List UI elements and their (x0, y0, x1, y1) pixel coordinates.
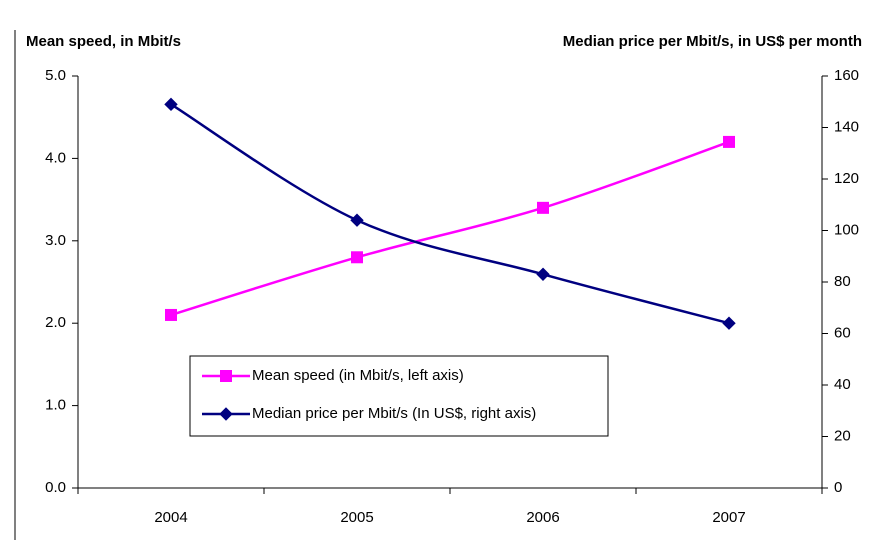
x-tick-label: 2005 (340, 509, 373, 526)
y2-tick-label: 80 (834, 273, 851, 290)
legend-label: Mean speed (in Mbit/s, left axis) (252, 367, 464, 384)
x-tick-label: 2006 (526, 509, 559, 526)
y-axis-title: Mean speed, in Mbit/s (26, 33, 181, 50)
series-line (170, 103, 730, 325)
x-tick-label: 2007 (712, 509, 745, 526)
y2-tick-label: 0 (834, 479, 842, 496)
series-marker (350, 213, 364, 227)
y-tick-label: 3.0 (45, 232, 66, 249)
series-marker (723, 135, 735, 148)
y2-tick-label: 20 (834, 427, 851, 444)
y2-tick-label: 140 (834, 118, 859, 135)
legend: Mean speed (in Mbit/s, left axis) Median … (189, 355, 609, 437)
y-tick-label: 0.0 (45, 479, 66, 496)
series-marker (351, 251, 363, 264)
y2-tick-label: 60 (834, 324, 851, 341)
legend-label: Median price per Mbit/s (In US$, right a… (252, 405, 536, 422)
y-tick-label: 1.0 (45, 397, 66, 414)
y2-tick-label: 120 (834, 170, 859, 187)
y-tick-label: 4.0 (45, 149, 66, 166)
legend-box (189, 355, 609, 437)
y2-tick-label: 160 (834, 67, 859, 84)
y2-tick-label: 40 (834, 376, 851, 393)
legend-marker (219, 407, 233, 421)
y-tick-label: 2.0 (45, 314, 66, 331)
y2-axis-title: Median price per Mbit/s, in US$ per mont… (563, 33, 862, 50)
y2-tick-label: 100 (834, 221, 859, 238)
series-marker (165, 308, 177, 321)
series-marker (537, 201, 549, 214)
series-marker (536, 267, 550, 281)
y-tick-label: 5.0 (45, 67, 66, 84)
series-line (170, 140, 730, 317)
x-tick-label: 2004 (154, 509, 187, 526)
series-marker (164, 97, 178, 112)
series-marker (722, 316, 736, 330)
legend-marker (220, 370, 232, 382)
